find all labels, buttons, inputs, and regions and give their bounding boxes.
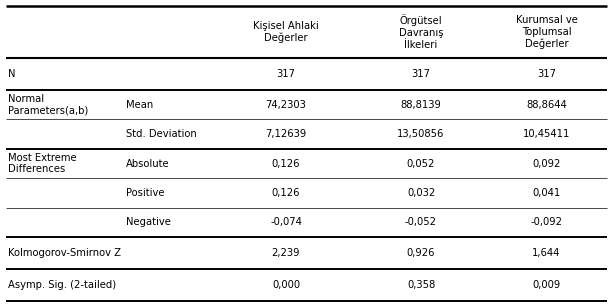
Text: 0,032: 0,032 bbox=[407, 188, 435, 198]
Text: 0,000: 0,000 bbox=[272, 280, 300, 290]
Text: Absolute: Absolute bbox=[126, 159, 170, 169]
Text: Std. Deviation: Std. Deviation bbox=[126, 129, 197, 139]
Text: Örgütsel
Davranış
İlkeleri: Örgütsel Davranış İlkeleri bbox=[398, 14, 443, 49]
Text: Kurumsal ve
Toplumsal
Değerler: Kurumsal ve Toplumsal Değerler bbox=[516, 15, 577, 49]
Text: Kişisel Ahlaki
Değerler: Kişisel Ahlaki Değerler bbox=[253, 21, 319, 43]
Text: 2,239: 2,239 bbox=[272, 248, 300, 258]
Text: 13,50856: 13,50856 bbox=[397, 129, 444, 139]
Text: -0,092: -0,092 bbox=[530, 217, 563, 228]
Text: 0,092: 0,092 bbox=[532, 159, 561, 169]
Text: Mean: Mean bbox=[126, 100, 153, 109]
Text: 0,009: 0,009 bbox=[532, 280, 561, 290]
Text: Kolmogorov-Smirnov Z: Kolmogorov-Smirnov Z bbox=[8, 248, 121, 258]
Text: Positive: Positive bbox=[126, 188, 164, 198]
Text: 0,041: 0,041 bbox=[532, 188, 561, 198]
Text: Negative: Negative bbox=[126, 217, 171, 228]
Text: 0,052: 0,052 bbox=[407, 159, 435, 169]
Text: 317: 317 bbox=[276, 69, 295, 79]
Text: 317: 317 bbox=[411, 69, 430, 79]
Text: 0,126: 0,126 bbox=[272, 159, 300, 169]
Text: 0,126: 0,126 bbox=[272, 188, 300, 198]
Text: -0,074: -0,074 bbox=[270, 217, 302, 228]
Text: 317: 317 bbox=[537, 69, 556, 79]
Text: 7,12639: 7,12639 bbox=[265, 129, 306, 139]
Text: 88,8139: 88,8139 bbox=[400, 100, 441, 109]
Text: Most Extreme
Differences: Most Extreme Differences bbox=[8, 153, 77, 174]
Text: 74,2303: 74,2303 bbox=[265, 100, 306, 109]
Text: Normal
Parameters(a,b): Normal Parameters(a,b) bbox=[8, 94, 88, 115]
Text: -0,052: -0,052 bbox=[405, 217, 437, 228]
Text: 10,45411: 10,45411 bbox=[523, 129, 570, 139]
Text: Asymp. Sig. (2-tailed): Asymp. Sig. (2-tailed) bbox=[8, 280, 116, 290]
Text: 0,358: 0,358 bbox=[407, 280, 435, 290]
Text: 0,926: 0,926 bbox=[407, 248, 435, 258]
Text: 88,8644: 88,8644 bbox=[526, 100, 567, 109]
Text: N: N bbox=[8, 69, 15, 79]
Text: 1,644: 1,644 bbox=[532, 248, 561, 258]
